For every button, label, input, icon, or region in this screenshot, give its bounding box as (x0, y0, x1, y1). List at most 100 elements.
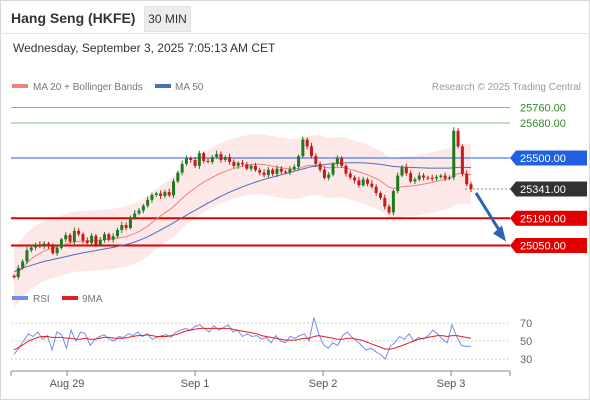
candle-body (215, 154, 219, 158)
candle-body (271, 169, 275, 174)
chart-header: Hang Seng (HKFE) 30 MIN (0, 0, 590, 38)
candle-body (366, 179, 370, 184)
time-axis-label: Sep 1 (181, 378, 210, 390)
candle-body (344, 165, 348, 174)
candle-body (322, 169, 326, 178)
timeframe-badge[interactable]: 30 MIN (144, 6, 191, 32)
rsi-tick-label: 30 (520, 354, 532, 366)
rsi-line (13, 317, 471, 360)
candle-body (314, 156, 318, 164)
candle-body (318, 163, 322, 170)
pivot-tag: 25500.00 (520, 153, 566, 165)
candle-body (124, 225, 128, 229)
ma50-legend-label: MA 50 (175, 82, 204, 93)
candle-body (292, 166, 296, 170)
candle-body (361, 179, 365, 186)
candle-body (81, 234, 85, 241)
candle-body (335, 158, 339, 164)
rsi-ma-line (13, 327, 472, 351)
candle-body (29, 247, 33, 251)
candle-body (206, 160, 210, 162)
candle-body (115, 229, 119, 237)
candle-body (275, 168, 279, 174)
candle-body (223, 157, 227, 160)
rsi-legend-label: RSI (33, 294, 50, 305)
candle-body (146, 199, 150, 206)
candle-body (154, 193, 158, 195)
candle-body (12, 275, 16, 277)
time-axis-label: Aug 29 (50, 378, 85, 390)
candle-body (465, 173, 469, 185)
ma50-legend-swatch (155, 84, 171, 88)
candle-body (387, 206, 391, 213)
candle-body (64, 235, 68, 240)
candle-body (98, 240, 102, 245)
candle-body (404, 167, 408, 174)
candle-body (340, 158, 344, 166)
candle-body (460, 146, 464, 174)
candle-body (469, 184, 473, 189)
candle-body (51, 246, 55, 254)
candle-body (85, 240, 89, 243)
candle-body (353, 177, 357, 181)
candle-body (184, 158, 188, 164)
rsi-ma-legend-swatch (62, 296, 78, 300)
candle-body (391, 191, 395, 213)
candle-body (348, 173, 352, 178)
candle-body (21, 261, 25, 268)
forecast-arrow (474, 192, 502, 233)
candle-body (34, 244, 38, 248)
candle-body (163, 192, 167, 196)
support-tag-bg (510, 210, 587, 226)
candle-body (331, 163, 335, 175)
candle-body (202, 153, 206, 161)
candle-body (309, 146, 313, 157)
candle-body (210, 157, 214, 162)
candle-body (284, 171, 288, 173)
candle-body (430, 177, 434, 179)
candle-body (452, 130, 456, 178)
bollinger-band (14, 134, 471, 309)
ma20-legend-swatch (12, 84, 28, 88)
datetime-label: Wednesday, September 3, 2025 7:05:13 AM … (13, 41, 276, 55)
candle-body (180, 163, 184, 173)
candle-body (90, 235, 94, 243)
candle-body (120, 225, 124, 230)
candle-body (103, 234, 107, 241)
time-axis-label: Sep 3 (437, 378, 466, 390)
candle-body (305, 139, 309, 147)
support-tag: 25190.00 (520, 213, 566, 225)
candle-body (133, 213, 137, 218)
candle-body (327, 174, 331, 178)
candle-body (249, 165, 253, 169)
candle-body (68, 235, 72, 242)
candle-body (176, 172, 180, 182)
current-price-tag-bg (510, 181, 587, 197)
candle-body (197, 153, 201, 166)
rsi-tick-label: 50 (520, 336, 532, 348)
rsi-legend-swatch (12, 296, 28, 300)
candle-body (46, 243, 50, 247)
instrument-title: Hang Seng (HKFE) (11, 10, 136, 26)
candle-body (107, 234, 111, 240)
candle-body (297, 156, 301, 167)
candle-body (258, 170, 262, 173)
candle-body (241, 162, 244, 165)
candle-body (141, 205, 145, 211)
candle-body (111, 236, 115, 240)
candle-body (301, 139, 305, 157)
header-divider (0, 33, 590, 34)
candle-body (396, 175, 400, 192)
candle-body (219, 154, 223, 160)
candle-body (189, 158, 193, 160)
candle-body (94, 235, 98, 245)
candle-body (447, 177, 451, 179)
ma50-line (13, 162, 472, 273)
candle-body (245, 164, 249, 169)
pivot-tag-bg (510, 150, 587, 166)
time-axis-label: Sep 2 (309, 378, 338, 390)
candle-body (172, 181, 176, 196)
support-tag-bg (510, 238, 587, 253)
candle-body (409, 173, 413, 182)
candle-body (288, 169, 292, 173)
